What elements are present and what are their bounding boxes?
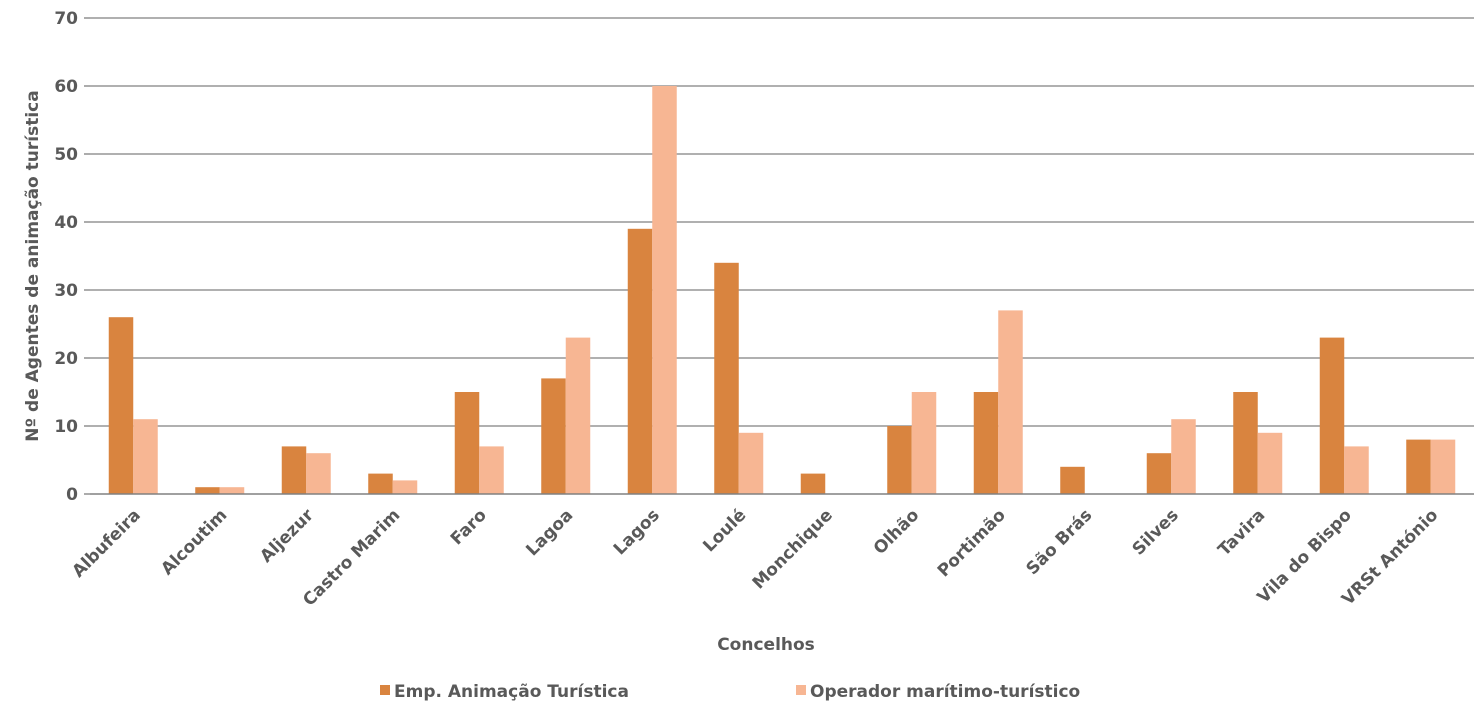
y-axis-title: Nº de Agentes de animação turística: [23, 90, 43, 441]
bar-operador-maritimo: [911, 392, 937, 494]
bar-operador-maritimo: [652, 86, 677, 494]
legend-swatch-emp-animacao: [380, 685, 390, 695]
y-tick-label: 30: [54, 281, 78, 301]
bar-operador-maritimo: [1171, 419, 1196, 494]
x-tick-label: Aljezur: [256, 505, 318, 567]
bar-emp-animacao: [1060, 466, 1085, 494]
bar-emp-animacao: [454, 392, 480, 494]
bar-operador-maritimo: [219, 487, 245, 494]
bar-emp-animacao: [195, 487, 220, 494]
bar-operador-maritimo: [306, 453, 331, 494]
gridlines: [84, 17, 1474, 495]
y-tick-label: 70: [54, 9, 78, 29]
bar-operador-maritimo: [1430, 439, 1456, 494]
y-tick-label: 10: [54, 417, 78, 437]
bar-operador-maritimo: [738, 432, 764, 494]
y-tick-label: 50: [54, 145, 78, 165]
x-tick-label: Faro: [447, 505, 491, 549]
x-tick-label: Olhão: [870, 505, 923, 558]
y-tick-label: 40: [54, 213, 78, 233]
legend: Emp. Animação Turística Operador marítim…: [380, 682, 1080, 702]
x-tick-label: Tavira: [1214, 505, 1269, 560]
bar-emp-animacao: [368, 473, 393, 494]
x-axis-title: Concelhos: [717, 635, 815, 655]
bar-emp-animacao: [1319, 337, 1345, 494]
bar-operador-maritimo: [998, 310, 1023, 494]
bar-emp-animacao: [627, 228, 653, 495]
legend-label-emp-animacao: Emp. Animação Turística: [394, 682, 629, 702]
bar-emp-animacao: [541, 378, 566, 494]
bar-operador-maritimo: [1344, 446, 1369, 494]
bar-emp-animacao: [714, 262, 739, 494]
bar-emp-animacao: [800, 473, 826, 494]
legend-swatch-operador-maritimo: [796, 685, 806, 695]
bar-emp-animacao: [281, 446, 307, 494]
bar-operador-maritimo: [479, 446, 504, 494]
x-tick-label: São Brás: [1023, 505, 1097, 579]
y-tick-label: 20: [54, 349, 78, 369]
y-tick-label: 60: [54, 77, 78, 97]
bar-emp-animacao: [1146, 453, 1172, 494]
x-tick-label: Portimão: [934, 505, 1010, 581]
bar-emp-animacao: [887, 426, 912, 494]
bar-emp-animacao: [108, 317, 134, 494]
bars: [108, 86, 1456, 495]
x-tick-label: Albufeira: [69, 505, 145, 581]
bar-operador-maritimo: [392, 480, 418, 494]
bar-operador-maritimo: [565, 337, 591, 494]
x-tick-label: Loulé: [699, 505, 750, 556]
x-tick-label: Lagos: [610, 505, 664, 559]
x-tick-label: Alcoutim: [157, 505, 231, 579]
y-axis-tick-labels: 0 10 20 30 40 50 60 70: [54, 9, 78, 505]
x-tick-label: Monchique: [749, 505, 837, 593]
bar-emp-animacao: [1406, 439, 1431, 494]
legend-label-operador-maritimo: Operador marítimo-turístico: [810, 682, 1080, 702]
bar-emp-animacao: [973, 392, 999, 494]
y-tick-label: 0: [66, 485, 78, 505]
bar-operador-maritimo: [133, 419, 158, 494]
bar-emp-animacao: [1233, 392, 1258, 494]
x-tick-label: Silves: [1129, 505, 1183, 559]
x-tick-label: Lagoa: [522, 505, 577, 560]
bar-operador-maritimo: [1257, 432, 1283, 494]
